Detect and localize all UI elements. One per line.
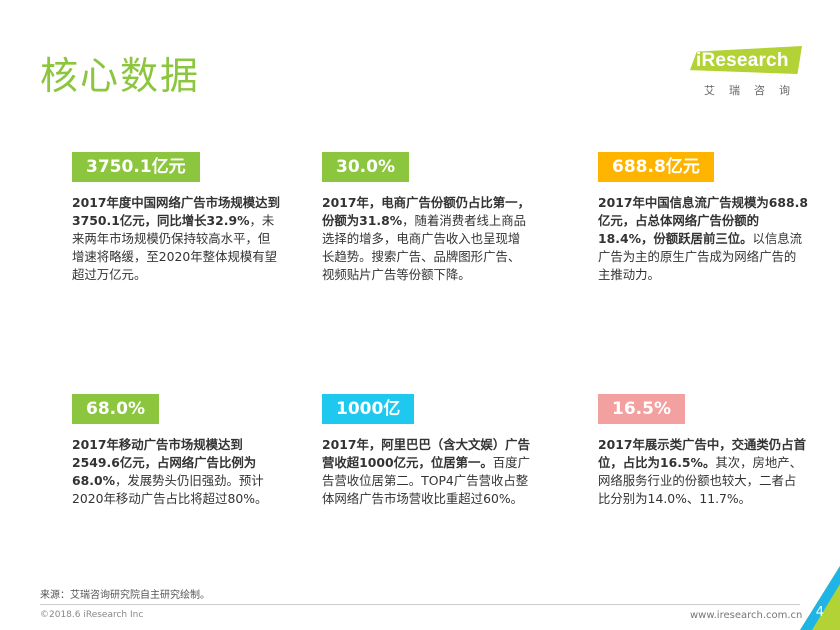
- logo-text: iResearch: [696, 50, 789, 71]
- stat-highlight: 2017年移动广告市场规模达到2549.6亿元，占网络广告比例为68.0%: [72, 437, 257, 488]
- stat-detail: 以信息流广告为主的原生广告成为网络广告的主推动力。: [598, 231, 803, 282]
- stat-card-6: 16.5% 2017年展示类广告中，交通类仍占首位，占比为16.5%。其次，房地…: [598, 394, 808, 508]
- stat-description: 2017年中国信息流广告规模为688.8亿元，占总体网络广告份额的18.4%，份…: [598, 194, 808, 284]
- stat-badge: 30.0%: [322, 152, 409, 182]
- stat-description: 2017年展示类广告中，交通类仍占首位，占比为16.5%。其次，房地产、网络服务…: [598, 436, 808, 508]
- stat-highlight: 2017年，阿里巴巴（含大文娱）广告营收超1000亿元，位居第一。: [322, 437, 530, 470]
- stat-badge: 3750.1亿元: [72, 152, 200, 182]
- stat-card-2: 30.0% 2017年，电商广告份额仍占比第一，份额为31.8%，随着消费者线上…: [322, 152, 532, 284]
- stat-highlight: 2017年展示类广告中，交通类仍占首位，占比为16.5%。: [598, 437, 806, 470]
- stat-highlight: 2017年中国信息流广告规模为688.8亿元，占总体网络广告份额的18.4%，份…: [598, 195, 808, 246]
- stat-detail: 其次，房地产、网络服务行业的份额也较大，二者占比分别为14.0%、11.7%。: [598, 455, 803, 506]
- source-note: 来源：艾瑞咨询研究院自主研究绘制。: [40, 590, 210, 601]
- corner-decoration: [800, 566, 840, 630]
- iresearch-logo: iResearch 艾瑞咨询: [690, 46, 820, 97]
- stat-description: 2017年，电商广告份额仍占比第一，份额为31.8%，随着消费者线上商品选择的增…: [322, 194, 532, 284]
- stat-badge: 68.0%: [72, 394, 159, 424]
- logo-subtitle: 艾瑞咨询: [704, 84, 804, 97]
- stat-badge: 688.8亿元: [598, 152, 714, 182]
- stat-detail: ，随着消费者线上商品选择的增多，电商广告收入也呈现增长趋势。搜索广告、品牌图形广…: [322, 213, 527, 282]
- stat-highlight: 2017年度中国网络广告市场规模达到3750.1亿元，同比增长32.9%: [72, 195, 280, 228]
- stat-highlight: 2017年，电商广告份额仍占比第一，份额为31.8%: [322, 195, 530, 228]
- stat-detail: ，发展势头仍旧强劲。预计2020年移动广告占比将超过80%。: [72, 473, 268, 506]
- stat-detail: 百度广告营收位居第二。TOP4广告营收占整体网络广告市场营收比重超过60%。: [322, 455, 530, 506]
- footer-divider: [40, 604, 800, 605]
- website-link[interactable]: www.iresearch.com.cn: [690, 610, 803, 621]
- stat-badge: 16.5%: [598, 394, 685, 424]
- stat-detail: ，未来两年市场规模仍保持较高水平，但增速将略缓，至2020年整体规模有望超过万亿…: [72, 213, 278, 282]
- stat-description: 2017年度中国网络广告市场规模达到3750.1亿元，同比增长32.9%，未来两…: [72, 194, 282, 284]
- stat-card-5: 1000亿 2017年，阿里巴巴（含大文娱）广告营收超1000亿元，位居第一。百…: [322, 394, 532, 508]
- page-number: 4: [815, 605, 824, 620]
- stat-card-3: 688.8亿元 2017年中国信息流广告规模为688.8亿元，占总体网络广告份额…: [598, 152, 808, 284]
- stat-card-1: 3750.1亿元 2017年度中国网络广告市场规模达到3750.1亿元，同比增长…: [72, 152, 282, 284]
- stat-badge: 1000亿: [322, 394, 415, 424]
- stat-description: 2017年移动广告市场规模达到2549.6亿元，占网络广告比例为68.0%，发展…: [72, 436, 282, 508]
- stat-card-4: 68.0% 2017年移动广告市场规模达到2549.6亿元，占网络广告比例为68…: [72, 394, 282, 508]
- copyright-text: ©2018.6 iResearch Inc: [40, 610, 144, 620]
- page-title: 核心数据: [40, 54, 201, 98]
- stat-description: 2017年，阿里巴巴（含大文娱）广告营收超1000亿元，位居第一。百度广告营收位…: [322, 436, 532, 508]
